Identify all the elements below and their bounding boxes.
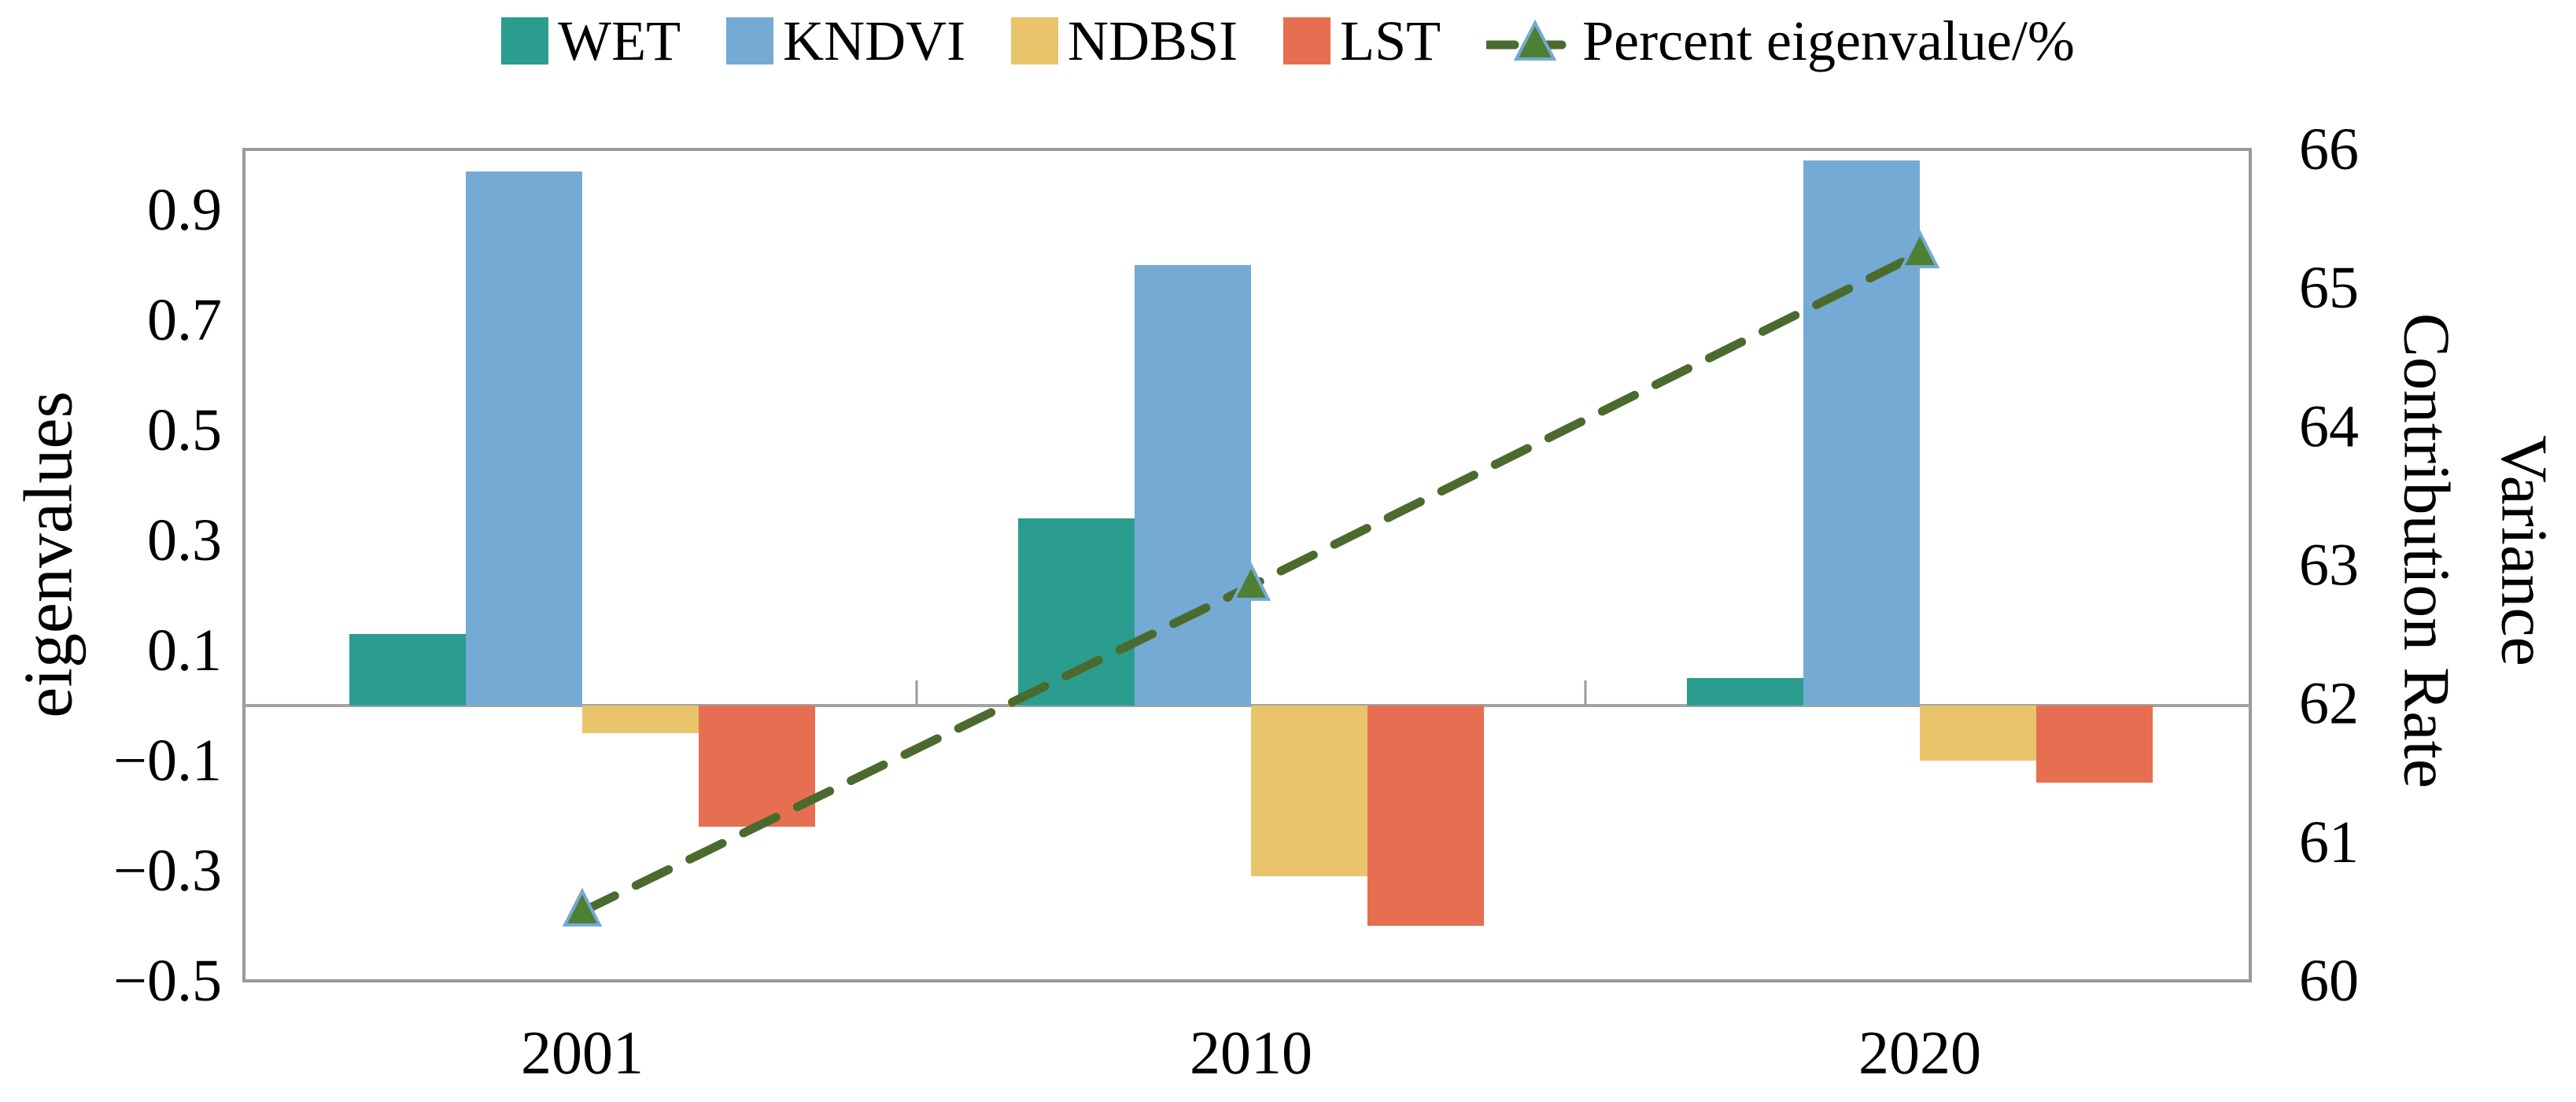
y2-axis-tick-label: 65 <box>2299 255 2359 321</box>
legend-item-kndvi: KNDVI <box>726 13 965 69</box>
legend-marker-svg <box>1483 19 1576 61</box>
legend-label-percent-eigenvalue: Percent eigenvalue/% <box>1582 9 2075 72</box>
legend-swatch-kndvi-icon <box>726 17 774 64</box>
x-axis-tick-label: 2010 <box>1190 1019 1312 1087</box>
legend: WET KNDVI NDBSI LST Percent eigenvalue/% <box>0 13 2576 69</box>
legend-dashed-line-triangle-icon <box>1483 13 1576 68</box>
legend-label-ndbsi: NDBSI <box>1068 9 1238 72</box>
bar-ndbsi-2020 <box>1920 706 2036 761</box>
legend-label-wet: WET <box>558 9 681 72</box>
y-axis-tick-label: 0.1 <box>147 617 222 684</box>
x-axis-tick-label: 2001 <box>521 1019 644 1087</box>
bar-wet-2020 <box>1687 678 1803 706</box>
bar-wet-2001 <box>349 634 466 706</box>
y2-axis-tick-label: 64 <box>2299 393 2359 459</box>
bar-lst-2020 <box>2036 706 2153 783</box>
legend-item-percent-eigenvalue: Percent eigenvalue/% <box>1483 9 2075 72</box>
y-axis-tick-label: 0.9 <box>147 177 222 243</box>
bar-kndvi-2010 <box>1135 265 1251 706</box>
legend-label-lst: LST <box>1340 9 1441 72</box>
legend-swatch-ndbsi-icon <box>1011 17 1059 64</box>
y2-axis-tick-label: 60 <box>2299 948 2359 1014</box>
bar-kndvi-2020 <box>1803 160 1920 706</box>
legend-label-kndvi: KNDVI <box>783 9 966 72</box>
bar-wet-2010 <box>1018 518 1135 706</box>
legend-item-ndbsi: NDBSI <box>1011 13 1238 69</box>
y-axis-tick-label: −0.1 <box>113 728 222 794</box>
y2-axis-tick-label: 61 <box>2299 809 2359 875</box>
y-axis-tick-label: 0.3 <box>147 507 222 573</box>
line-marker-triangle-2010 <box>1231 562 1271 601</box>
y2-axis-tick-label: 66 <box>2299 116 2359 182</box>
y-axis-tick-label: −0.3 <box>113 838 222 904</box>
y-axis-tick-label: 0.5 <box>147 397 222 463</box>
y2-axis-title: Variance <box>2488 435 2561 666</box>
plot-border <box>242 148 2252 982</box>
bar-lst-2010 <box>1367 706 1484 926</box>
bar-kndvi-2001 <box>466 171 582 706</box>
legend-item-wet: WET <box>501 13 681 69</box>
y-axis-tick-label: 0.7 <box>147 287 222 353</box>
bar-ndbsi-2010 <box>1251 706 1367 876</box>
x-axis-tick-label: 2020 <box>1858 1019 1981 1087</box>
line-marker-triangle-2020 <box>1899 229 1940 269</box>
line-marker-triangle-2001 <box>562 887 603 927</box>
y-axis-tick-label: −0.5 <box>113 948 222 1014</box>
legend-triangle-icon <box>1513 19 1557 61</box>
y2-axis-title: Contribution Rate <box>2390 313 2463 788</box>
bar-ndbsi-2001 <box>582 706 699 733</box>
legend-swatch-wet-icon <box>501 17 549 64</box>
y2-axis-tick-label: 62 <box>2299 671 2359 737</box>
legend-item-lst: LST <box>1283 13 1441 69</box>
legend-swatch-lst-icon <box>1283 17 1331 64</box>
y-axis-title: eigenvalues <box>11 391 87 717</box>
y2-axis-tick-label: 63 <box>2299 533 2359 599</box>
